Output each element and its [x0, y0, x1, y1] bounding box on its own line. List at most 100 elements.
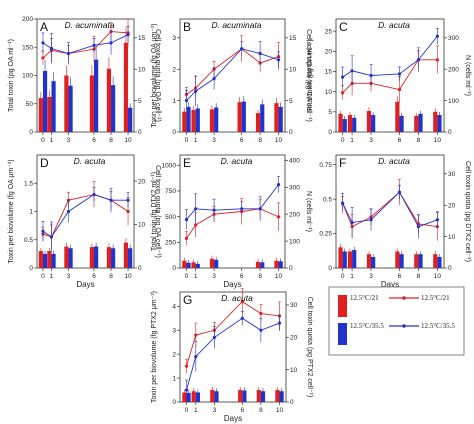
data-point — [66, 51, 71, 56]
bar-blue — [278, 106, 283, 132]
bar-blue — [186, 106, 191, 132]
bar-blue — [42, 253, 48, 268]
bar-blue — [418, 113, 423, 132]
bar-red — [414, 254, 419, 268]
bar-red — [210, 390, 215, 402]
bar-blue — [186, 392, 191, 402]
data-point — [341, 75, 345, 79]
bar-red — [123, 242, 129, 268]
data-point — [341, 201, 345, 205]
bar-red — [414, 115, 419, 132]
data-point — [276, 58, 281, 62]
bar-red — [191, 391, 196, 402]
right-tick-label: 5 — [138, 98, 142, 105]
x-tick-label: 6 — [240, 137, 244, 144]
y-axis-label-left: Total toxin (fg DTX2 ml⁻¹) — [151, 172, 158, 251]
left-tick-label: 0 — [29, 265, 33, 272]
bar-red — [255, 113, 261, 132]
series-line-blue — [186, 317, 280, 391]
plot-frame — [179, 154, 286, 269]
data-point — [369, 73, 373, 78]
x-tick-label: 3 — [67, 137, 71, 144]
x-tick-label: 10 — [434, 273, 442, 280]
data-point — [49, 235, 54, 239]
data-point — [212, 335, 217, 340]
legend-bar-swatch — [338, 323, 347, 345]
right-tick-label: 10 — [448, 234, 456, 241]
data-point — [397, 72, 402, 76]
panel-letter: D — [40, 156, 49, 170]
left-tick-label: 0.5 — [24, 237, 33, 244]
right-tick-label: 30 — [290, 302, 298, 309]
right-tick-label: 0 — [448, 129, 452, 136]
data-point — [49, 46, 54, 51]
bar-red — [182, 260, 187, 268]
bar-blue — [51, 81, 56, 132]
series-line-blue — [342, 35, 438, 78]
left-tick-label: 250 — [165, 240, 176, 247]
y-axis-label-right: Cell toxin quota (pg PTX2 cell⁻¹) — [306, 297, 313, 398]
data-point — [184, 364, 189, 368]
panel-letter: F — [339, 156, 346, 170]
bar-red — [209, 109, 215, 132]
bar-red — [106, 247, 112, 268]
data-point — [350, 220, 354, 225]
x-tick-label: 6 — [240, 273, 244, 280]
left-tick-label: 1 — [172, 98, 176, 105]
data-point — [41, 41, 45, 45]
series-line-red — [42, 31, 129, 59]
left-tick-label: 10 — [325, 89, 333, 96]
left-tick-label: 4 — [172, 304, 176, 311]
bar-blue — [437, 256, 442, 268]
series-line-blue — [42, 194, 129, 238]
x-tick-label: 10 — [124, 137, 132, 144]
bar-red — [47, 251, 52, 268]
series-line-red — [186, 48, 279, 95]
bar-blue — [342, 251, 347, 268]
data-point — [276, 215, 281, 219]
plot-frame — [179, 291, 287, 403]
bar-blue — [51, 253, 56, 268]
x-tick-label: 10 — [276, 407, 284, 414]
bar-blue — [399, 115, 404, 132]
panel-title: D. acuminata — [211, 20, 261, 30]
bar-red — [38, 98, 43, 132]
bar-blue — [260, 391, 266, 402]
data-point — [194, 89, 198, 93]
bar-blue — [279, 391, 284, 402]
right-tick-label: 20 — [138, 178, 146, 185]
x-tick-label: 6 — [92, 137, 96, 144]
right-tick-label: 5 — [289, 98, 293, 105]
left-tick-label: 0 — [328, 129, 332, 136]
series-line-blue — [186, 184, 279, 220]
bar-red — [47, 96, 52, 132]
legend: 12.5°C/21 12.5°C/21 12.5°C/35.5 12.5°C/35.5 — [328, 286, 465, 356]
x-tick-label: 8 — [259, 407, 263, 414]
bar-blue — [94, 246, 99, 268]
x-tick-label: 0 — [41, 137, 45, 144]
data-point — [397, 88, 402, 92]
y-axis-label-right: N (cells ml⁻¹) — [464, 55, 471, 96]
x-tick-label: 6 — [240, 407, 244, 414]
bar-blue — [342, 119, 347, 132]
bar-blue — [195, 392, 201, 402]
data-point — [341, 91, 345, 95]
x-axis-label: Days — [224, 414, 242, 423]
bar-red — [433, 111, 438, 132]
panel-title: D. acuta — [221, 293, 253, 303]
panel-letter: B — [183, 20, 191, 34]
bar-red — [274, 103, 279, 132]
data-point — [350, 69, 354, 73]
legend-bar-label: 12.5°C/35.5 — [350, 322, 384, 330]
data-point — [416, 225, 421, 229]
data-point — [109, 198, 113, 202]
right-tick-label: 0 — [138, 265, 142, 272]
legend-bar-label: 12.5°C/21 — [350, 294, 379, 302]
x-tick-label: 1 — [350, 137, 354, 144]
left-tick-label: 3 — [172, 327, 176, 334]
right-tick-label: 15 — [138, 35, 146, 42]
data-point — [194, 223, 198, 227]
